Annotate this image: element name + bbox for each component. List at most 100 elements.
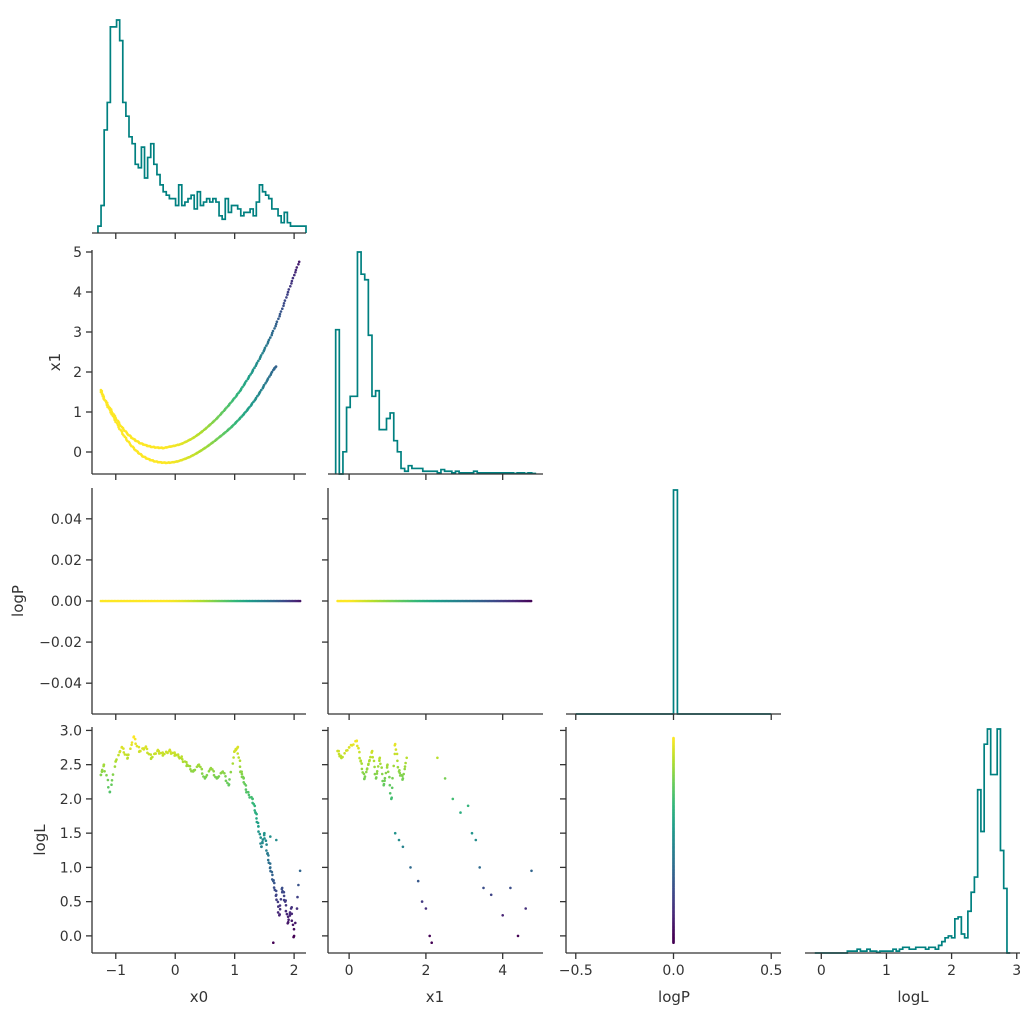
x-tick-label: 0 xyxy=(345,963,354,979)
scatter-point xyxy=(110,783,113,786)
scatter-point xyxy=(226,781,229,785)
scatter-point xyxy=(281,307,284,311)
scatter-point xyxy=(275,893,278,897)
scatter-point xyxy=(101,392,104,396)
y-tick-label: 5 xyxy=(73,245,82,261)
y-tick-label: 0.04 xyxy=(51,512,82,528)
scatter-point xyxy=(424,907,428,910)
scatter-point xyxy=(259,842,262,845)
scatter-point xyxy=(257,359,260,363)
scatter-point xyxy=(451,797,455,801)
scatter-point xyxy=(191,770,195,773)
scatter-point xyxy=(270,370,274,374)
scatter-point xyxy=(291,923,295,927)
y-tick-label: 1.0 xyxy=(60,860,82,876)
scatter-point xyxy=(390,797,393,801)
scatter-point xyxy=(242,777,245,780)
scatter-point xyxy=(254,396,258,400)
scatter-point xyxy=(509,886,512,890)
ylabel-logP: logP xyxy=(9,585,27,617)
scatter-point xyxy=(365,770,368,774)
scatter-point xyxy=(217,775,221,778)
scatter-point xyxy=(154,752,157,755)
scatter-point xyxy=(269,835,272,838)
scatter-point xyxy=(278,907,282,911)
scatter-point xyxy=(403,767,407,771)
scatter-point xyxy=(295,266,299,269)
scatter-point xyxy=(384,771,388,775)
scatter-point xyxy=(185,760,188,764)
scatter-point xyxy=(393,752,397,756)
scatter-point xyxy=(397,838,401,842)
scatter-point xyxy=(108,790,112,794)
x-tick-label: 4 xyxy=(498,963,507,979)
scatter-point xyxy=(129,747,132,750)
scatter-point xyxy=(197,763,201,766)
scatter-point xyxy=(293,273,296,277)
scatter-point xyxy=(240,772,244,776)
scatter-point xyxy=(134,742,137,745)
scatter-point xyxy=(263,837,266,840)
scatter-point xyxy=(122,751,126,754)
scatter-point xyxy=(378,759,381,762)
scatter-point xyxy=(132,736,135,739)
scatter-point xyxy=(274,889,278,893)
scatter-point xyxy=(221,770,225,773)
scatter-point xyxy=(375,772,379,775)
scatter-point xyxy=(265,849,268,852)
scatter-point xyxy=(369,755,372,759)
scatter-point xyxy=(179,756,183,760)
scatter-point xyxy=(259,836,263,839)
scatter-point xyxy=(371,755,375,759)
scatter-point xyxy=(459,811,462,814)
scatter-point xyxy=(279,898,283,901)
scatter-point xyxy=(229,770,233,774)
scatter-point xyxy=(405,756,409,760)
scatter-point xyxy=(199,765,202,769)
scatter-point xyxy=(374,777,378,780)
hist-x0 xyxy=(97,19,307,233)
scatter-point xyxy=(270,333,274,337)
scatter-x1-logL xyxy=(336,739,533,944)
scatter-point xyxy=(103,399,107,402)
scatter-point xyxy=(253,366,256,370)
scatter-point xyxy=(529,599,533,603)
scatter-point xyxy=(271,329,275,333)
scatter-point xyxy=(203,777,207,780)
scatter-point xyxy=(102,763,106,766)
scatter-point xyxy=(212,773,216,777)
scatter-point xyxy=(264,839,268,842)
scatter-point xyxy=(401,845,405,849)
scatter-point xyxy=(188,764,192,768)
scatter-point xyxy=(357,746,360,750)
scatter-point xyxy=(111,773,115,776)
scatter-point xyxy=(200,772,204,775)
scatter-point xyxy=(524,907,527,910)
scatter-point xyxy=(254,811,257,814)
scatter-point xyxy=(120,746,123,749)
scatter-x0-logL xyxy=(99,735,302,944)
scatter-point xyxy=(375,770,379,773)
scatter-point xyxy=(266,852,269,855)
scatter-point xyxy=(283,900,287,903)
scatter-point xyxy=(209,766,213,770)
scatter-point xyxy=(232,756,235,759)
scatter-point xyxy=(282,304,285,308)
scatter-point xyxy=(278,312,282,316)
scatter-point xyxy=(205,773,209,777)
scatter-point xyxy=(284,909,288,913)
scatter-point xyxy=(289,285,292,288)
scatter-point xyxy=(409,866,412,869)
scatter-point xyxy=(278,314,281,318)
xlabel-logL: logL xyxy=(897,988,929,1006)
y-tick-label: 0 xyxy=(73,445,82,461)
scatter-point xyxy=(138,749,141,753)
y-tick-label: 1 xyxy=(73,405,82,421)
scatter-point xyxy=(133,737,137,741)
scatter-point xyxy=(127,753,130,756)
scatter-point xyxy=(358,750,361,754)
scatter-point xyxy=(290,279,294,283)
scatter-point xyxy=(285,296,288,299)
scatter-point xyxy=(185,763,189,766)
scatter-point xyxy=(253,804,257,808)
